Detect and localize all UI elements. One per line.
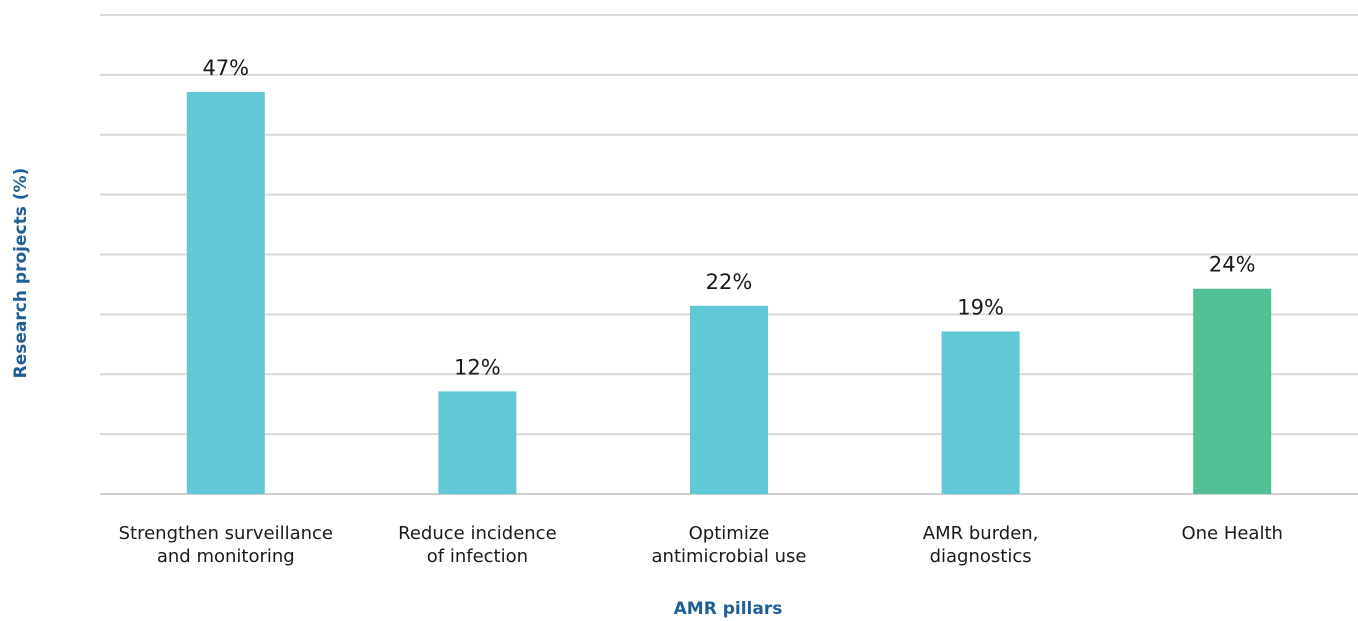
bar <box>1193 288 1272 494</box>
x-axis-title: AMR pillars <box>674 599 783 619</box>
x-tick-label: Optimize antimicrobial use <box>652 523 807 567</box>
data-label: 12% <box>454 355 501 379</box>
bar <box>690 305 768 494</box>
bar <box>941 331 1020 494</box>
x-tick-label: AMR burden, diagnostics <box>923 523 1039 567</box>
data-label: 24% <box>1209 253 1256 277</box>
data-label: 22% <box>706 270 753 294</box>
data-label: 47% <box>202 56 249 80</box>
data-label: 19% <box>957 295 1004 319</box>
x-tick-label: Strengthen surveillance and monitoring <box>119 523 333 567</box>
x-tick-labels: Strengthen surveillance and monitoring Red… <box>119 523 1283 567</box>
x-tick-label: One Health <box>1181 523 1282 544</box>
bar <box>438 391 517 494</box>
bars <box>186 91 1272 494</box>
data-labels: 47% 12% 22% 19% 24% <box>202 56 1255 379</box>
y-axis-title: Research projects (%) <box>11 168 31 379</box>
bar <box>186 91 265 494</box>
x-tick-label: Reduce incidence of infection <box>398 523 556 567</box>
